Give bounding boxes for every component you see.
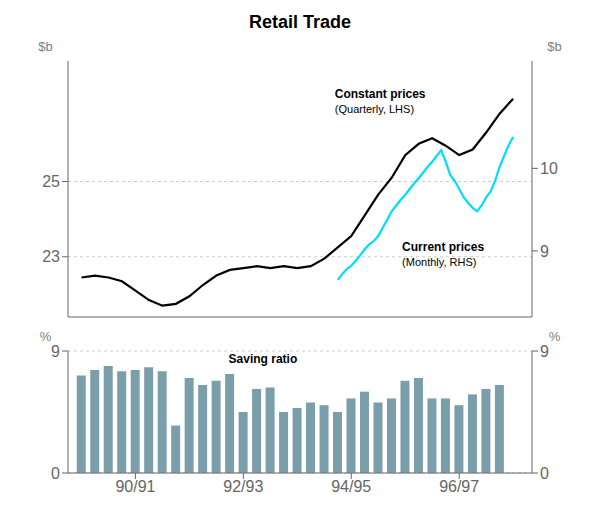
svg-text:9: 9 <box>51 343 60 360</box>
svg-text:%: % <box>40 329 52 344</box>
svg-text:$b: $b <box>547 39 561 54</box>
svg-text:94/95: 94/95 <box>331 478 371 495</box>
html-text:Retail Trade: Retail Trade <box>249 12 351 32</box>
html-text:Current prices: Current prices <box>402 240 485 255</box>
svg-text:92/93: 92/93 <box>223 478 263 495</box>
svg-text:9: 9 <box>540 243 549 260</box>
svg-text:25: 25 <box>42 173 60 190</box>
html-text:Constant prices: Constant prices <box>334 86 426 101</box>
html-text:(Monthly, RHS): (Monthly, RHS) <box>402 256 477 269</box>
svg-text:0: 0 <box>51 465 60 482</box>
svg-text:23: 23 <box>42 248 60 265</box>
svg-text:10: 10 <box>540 160 558 177</box>
svg-text:90/91: 90/91 <box>115 478 155 495</box>
svg-text:9: 9 <box>540 343 549 360</box>
html-text:Saving ratio: Saving ratio <box>228 352 298 367</box>
html-text:(Quarterly, LHS): (Quarterly, LHS) <box>334 102 415 115</box>
svg-text:0: 0 <box>540 465 549 482</box>
svg-text:96/97: 96/97 <box>439 478 479 495</box>
svg-text:$b: $b <box>38 39 52 54</box>
svg-text:%: % <box>549 329 561 344</box>
